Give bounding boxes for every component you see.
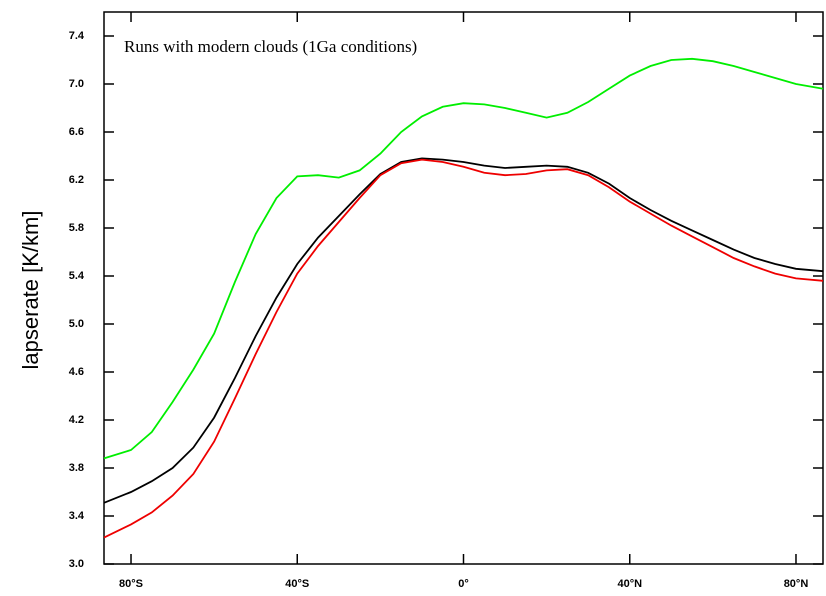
y-tick-label: 3.0	[69, 558, 84, 570]
series-line	[103, 157, 824, 504]
y-tick-label: 4.2	[69, 414, 84, 426]
x-tick-label: 40°N	[617, 578, 642, 590]
y-tick-label: 5.0	[69, 318, 84, 330]
x-tick-label: 80°S	[119, 578, 143, 590]
series-line	[103, 158, 824, 539]
annotation: Runs with modern clouds (1Ga conditions)	[124, 37, 417, 56]
x-tick-label: 0°	[458, 578, 469, 590]
y-tick-label: 3.8	[69, 462, 84, 474]
y-tick-label: 7.0	[69, 78, 84, 90]
y-tick-label: 5.4	[69, 270, 85, 282]
plot-frame	[103, 11, 824, 565]
y-axis-label: lapserate [K/km]	[18, 211, 43, 370]
series-line	[103, 57, 824, 460]
y-tick-label: 6.6	[69, 126, 84, 138]
y-tick-label: 6.2	[69, 174, 84, 186]
y-tick-label: 5.8	[69, 222, 84, 234]
y-tick-label: 7.4	[69, 30, 85, 42]
y-tick-label: 4.6	[69, 366, 84, 378]
y-tick-label: 3.4	[69, 510, 85, 522]
x-tick-label: 40°S	[285, 578, 309, 590]
x-tick-label: 80°N	[784, 578, 809, 590]
